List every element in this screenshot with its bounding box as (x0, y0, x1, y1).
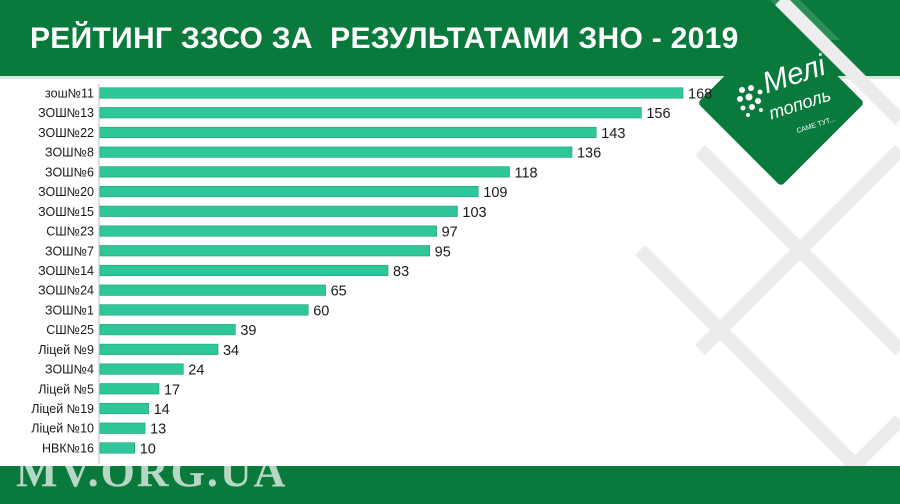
watermark: MV.ORG.UA (16, 447, 288, 496)
city-logo: Мелі тополь САМЕ ТУТ... (697, 19, 865, 187)
bar (99, 343, 219, 355)
bar (99, 186, 479, 198)
bar (99, 442, 136, 454)
category-label: НВК№16 (42, 441, 94, 455)
category-label: ЗОШ№1 (45, 303, 94, 317)
bar (99, 264, 389, 277)
data-label: 103 (462, 205, 486, 221)
category-label: зош№11 (45, 87, 94, 101)
bar (99, 107, 642, 119)
category-label: СШ№23 (46, 225, 94, 239)
data-label: 60 (313, 303, 329, 319)
category-label: ЗОШ№6 (45, 165, 94, 179)
bar (99, 324, 236, 336)
category-label: ЗОШ№13 (38, 106, 94, 120)
bar (99, 205, 458, 217)
bar (99, 146, 573, 158)
category-label: Ліцей №10 (31, 422, 94, 436)
data-label: 34 (223, 343, 239, 359)
category-label: ЗОШ№7 (45, 244, 94, 258)
bar (99, 245, 430, 257)
category-label: Ліцей №19 (31, 402, 94, 416)
bar (99, 87, 684, 99)
data-label: 136 (577, 146, 601, 162)
data-label: 83 (393, 264, 409, 280)
category-label: СШ№25 (46, 323, 94, 337)
category-label: Ліцей №9 (38, 343, 94, 357)
category-label: ЗОШ№15 (38, 205, 94, 219)
category-label: ЗОШ№14 (38, 264, 94, 278)
bar (99, 402, 149, 415)
data-label: 13 (150, 422, 166, 438)
category-label: ЗОШ№24 (38, 284, 94, 298)
flower-icon (737, 85, 763, 117)
bar (99, 284, 326, 296)
data-label: 14 (154, 402, 170, 418)
data-label: 95 (435, 244, 451, 260)
data-label: 97 (442, 225, 458, 241)
category-label: ЗОШ№4 (45, 363, 94, 377)
data-label: 156 (646, 106, 670, 122)
bar (99, 126, 597, 138)
data-label: 65 (331, 284, 347, 300)
data-label: 24 (188, 363, 204, 379)
data-label: 118 (514, 165, 537, 181)
category-label: ЗОШ№22 (38, 126, 94, 140)
data-label: 168 (688, 87, 712, 103)
bar (99, 225, 437, 237)
title-bar-stripe (0, 76, 900, 79)
data-label: 17 (164, 382, 180, 398)
data-label: 10 (140, 441, 156, 457)
data-label: 143 (601, 126, 625, 142)
chart-title: РЕЙТИНГ ЗЗСО ЗА РЕЗУЛЬТАТАМИ ЗНО - 2019 (30, 22, 739, 55)
bar (99, 166, 510, 178)
bar (99, 363, 184, 375)
category-label: ЗОШ№8 (45, 146, 94, 160)
category-label: Ліцей №5 (38, 382, 94, 396)
bar-chart: зош№11 168 ЗОШ№13 156 ЗОШ№22 143 ЗОШ№8 136 ЗОШ№6… (31, 84, 712, 464)
category-label: ЗОШ№20 (38, 185, 94, 199)
bar (99, 383, 160, 395)
bar (99, 304, 309, 316)
footer-bar (0, 466, 900, 504)
data-label: 39 (240, 323, 256, 339)
data-label: 109 (483, 185, 507, 201)
bar (99, 422, 146, 434)
